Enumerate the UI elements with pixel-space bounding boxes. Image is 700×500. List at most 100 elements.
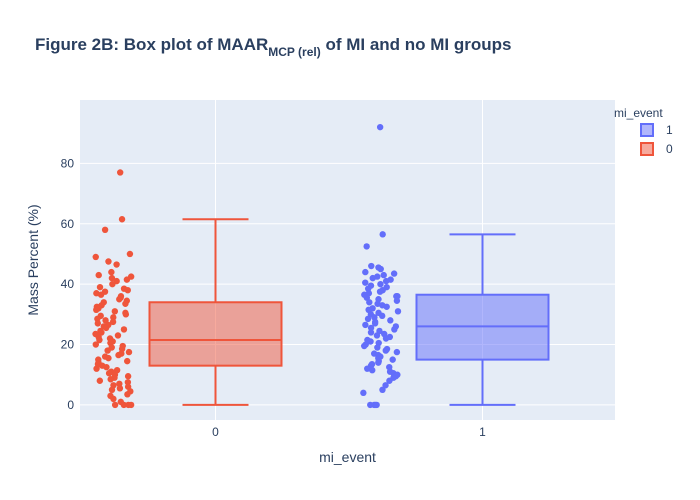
data-point <box>125 348 133 356</box>
y-tick-label: 40 <box>61 277 75 291</box>
data-point <box>105 258 112 265</box>
data-point <box>379 231 386 238</box>
y-tick-label: 60 <box>61 217 75 231</box>
box-series-0 <box>148 218 283 406</box>
data-point <box>382 277 390 285</box>
data-point <box>374 344 381 351</box>
data-point <box>102 324 110 332</box>
data-point <box>390 270 398 277</box>
chart-title-suffix: of MI and no MI groups <box>321 35 512 54</box>
data-point <box>93 306 100 314</box>
data-point <box>115 351 122 359</box>
chart-title-subscript: MCP (rel) <box>268 45 320 59</box>
chart-title-prefix: Figure 2B: Box plot of MAAR <box>35 35 268 54</box>
data-point <box>367 329 375 336</box>
data-point <box>362 268 369 276</box>
data-point <box>127 401 135 409</box>
data-point <box>116 169 124 176</box>
data-point <box>92 341 100 348</box>
data-point <box>382 347 389 354</box>
legend[interactable]: mi_event 10 <box>614 106 673 156</box>
data-point <box>371 320 379 327</box>
data-point <box>120 401 128 409</box>
data-point <box>376 123 384 131</box>
legend-label: 0 <box>666 142 673 156</box>
data-point <box>377 265 384 273</box>
data-point <box>110 395 117 403</box>
data-point <box>126 250 134 258</box>
data-point <box>123 276 131 283</box>
data-point <box>393 348 401 356</box>
data-point <box>120 326 128 333</box>
data-point <box>113 261 120 268</box>
data-point <box>362 321 369 329</box>
data-point <box>391 326 398 333</box>
data-point <box>107 376 114 383</box>
data-point <box>122 300 129 307</box>
x-tick-label: 0 <box>212 425 219 439</box>
data-point <box>92 253 99 261</box>
data-point <box>105 370 113 377</box>
data-point <box>363 243 370 250</box>
legend-swatch <box>640 142 654 156</box>
data-point <box>373 401 380 409</box>
data-point <box>368 262 375 270</box>
data-point <box>111 308 119 315</box>
data-point <box>96 283 104 291</box>
data-point <box>367 324 375 332</box>
data-point <box>393 297 401 304</box>
legend-item-0[interactable]: 0 <box>640 142 673 156</box>
data-point <box>96 377 104 384</box>
tick-layer: 0 20 40 60 80 0 1 <box>61 156 487 439</box>
point-layer <box>92 123 402 409</box>
data-point <box>105 354 112 362</box>
data-point <box>364 365 371 372</box>
data-point <box>367 338 374 345</box>
data-point <box>94 320 102 327</box>
data-point <box>360 389 367 397</box>
chart-title: Figure 2B: Box plot of MAARMCP (rel) of … <box>35 35 511 59</box>
data-point <box>109 318 117 326</box>
legend-title: mi_event <box>614 106 663 120</box>
data-point <box>96 336 103 344</box>
data-point <box>103 363 110 371</box>
data-point <box>367 401 374 409</box>
legend-item-1[interactable]: 1 <box>640 123 673 137</box>
data-point <box>373 332 381 339</box>
x-tick-label: 1 <box>479 425 486 439</box>
data-point <box>108 386 116 394</box>
x-axis-label: mi_event <box>319 449 376 465</box>
y-axis-label: Mass Percent (%) <box>25 204 41 315</box>
y-tick-label: 0 <box>67 398 74 412</box>
data-point <box>108 268 115 276</box>
legend-items: 10 <box>640 123 673 156</box>
data-point <box>361 342 368 350</box>
data-point <box>101 226 109 234</box>
data-point <box>375 359 382 366</box>
data-point <box>382 335 390 342</box>
data-point <box>382 382 389 389</box>
legend-swatch <box>640 123 654 137</box>
data-point <box>380 271 387 279</box>
data-point <box>95 271 102 279</box>
data-point <box>362 279 369 286</box>
legend-label: 1 <box>666 123 673 137</box>
iqr-box <box>148 301 283 367</box>
data-point <box>376 288 384 295</box>
data-point <box>387 317 394 324</box>
data-point <box>116 296 123 303</box>
data-point <box>111 401 119 409</box>
data-point <box>394 308 402 315</box>
box-series-1 <box>415 233 550 406</box>
data-point <box>377 280 384 288</box>
data-point <box>386 377 393 384</box>
data-point <box>114 332 122 339</box>
data-point <box>124 357 131 365</box>
data-point <box>104 347 111 354</box>
data-point <box>124 286 131 294</box>
data-point <box>124 391 131 398</box>
data-point <box>108 274 116 282</box>
data-point <box>124 373 132 380</box>
data-point <box>122 311 130 318</box>
